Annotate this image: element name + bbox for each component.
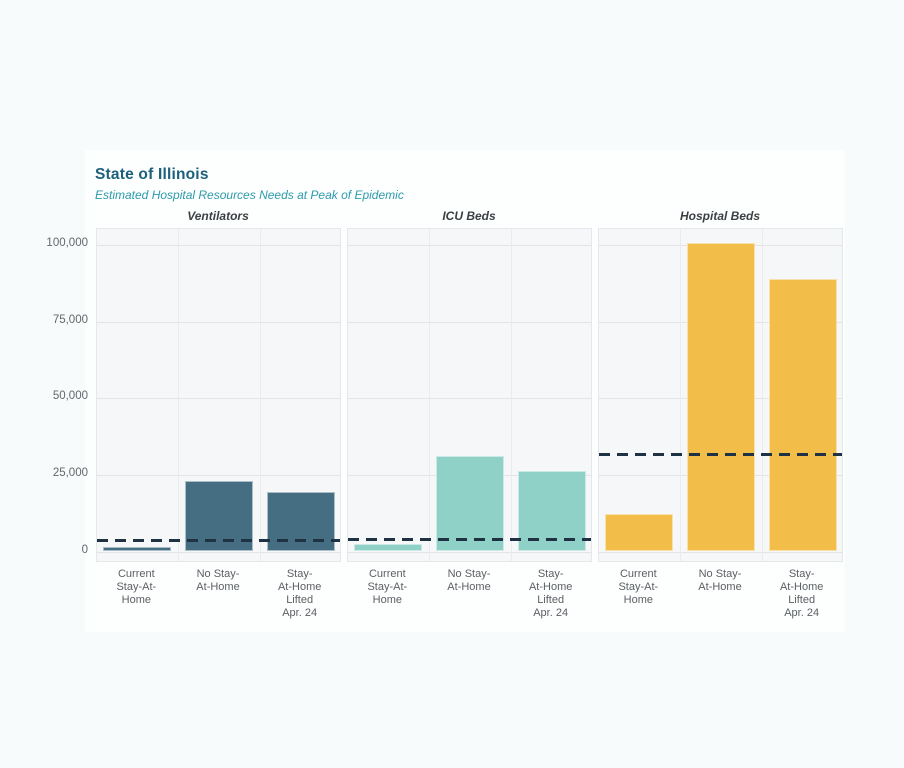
gridline xyxy=(96,398,340,400)
x-axis-category-label: Current Stay-At- Home xyxy=(116,568,157,606)
x-axis-category-label: Current Stay-At- Home xyxy=(367,568,408,606)
y-axis-tick-label: 100,000 xyxy=(46,237,88,249)
gridline xyxy=(598,551,842,553)
y-axis-tick-label: 0 xyxy=(81,543,88,556)
gridline xyxy=(347,321,591,323)
chart-title: State of Illinois xyxy=(95,166,209,183)
bar-current-stay-at-home xyxy=(354,544,423,552)
bar-no-stay-at-home xyxy=(687,243,755,552)
chart-panel xyxy=(95,228,341,562)
x-axis-category-label: No Stay- At-Home xyxy=(698,568,742,593)
y-axis-tick-label: 75,000 xyxy=(52,313,88,326)
panel-title: Hospital Beds xyxy=(679,209,760,223)
category-separator xyxy=(680,229,682,561)
panel-title: Ventilators xyxy=(187,209,249,223)
gridline xyxy=(96,474,340,476)
panel-title: ICU Beds xyxy=(442,209,496,223)
capacity-dashed-line xyxy=(598,453,842,457)
category-separator xyxy=(259,229,261,561)
category-separator xyxy=(761,229,763,561)
gridline xyxy=(96,321,340,323)
chart-panel xyxy=(346,228,592,562)
category-separator xyxy=(429,229,431,561)
capacity-dashed-line xyxy=(96,538,340,542)
bar-stay-at-home-lifted-apr-24 xyxy=(768,278,837,552)
x-axis-category-label: No Stay- At-Home xyxy=(196,568,240,593)
x-axis-category-label: Stay- At-Home Lifted Apr. 24 xyxy=(779,568,824,619)
bar-stay-at-home-lifted-apr-24 xyxy=(266,491,335,552)
x-axis-category-label: Current Stay-At- Home xyxy=(618,568,659,606)
category-separator xyxy=(510,229,512,561)
x-axis-category-label: Stay- At-Home Lifted Apr. 24 xyxy=(277,568,322,619)
gridline xyxy=(347,245,591,246)
gridline xyxy=(347,551,591,553)
chart-panel xyxy=(597,228,843,562)
category-separator xyxy=(178,229,180,561)
gridline xyxy=(96,245,340,246)
x-axis-category-label: No Stay- At-Home xyxy=(447,568,491,593)
bar-no-stay-at-home xyxy=(436,456,504,552)
gridline xyxy=(96,551,340,553)
bar-current-stay-at-home xyxy=(103,546,172,552)
y-axis-tick-label: 50,000 xyxy=(52,390,88,403)
capacity-dashed-line xyxy=(347,537,591,541)
gridline xyxy=(347,398,591,400)
chart-subtitle: Estimated Hospital Resources Needs at Pe… xyxy=(95,188,404,202)
bar-current-stay-at-home xyxy=(605,514,674,552)
y-axis-tick-label: 25,000 xyxy=(52,466,88,479)
x-axis-category-label: Stay- At-Home Lifted Apr. 24 xyxy=(528,568,573,619)
